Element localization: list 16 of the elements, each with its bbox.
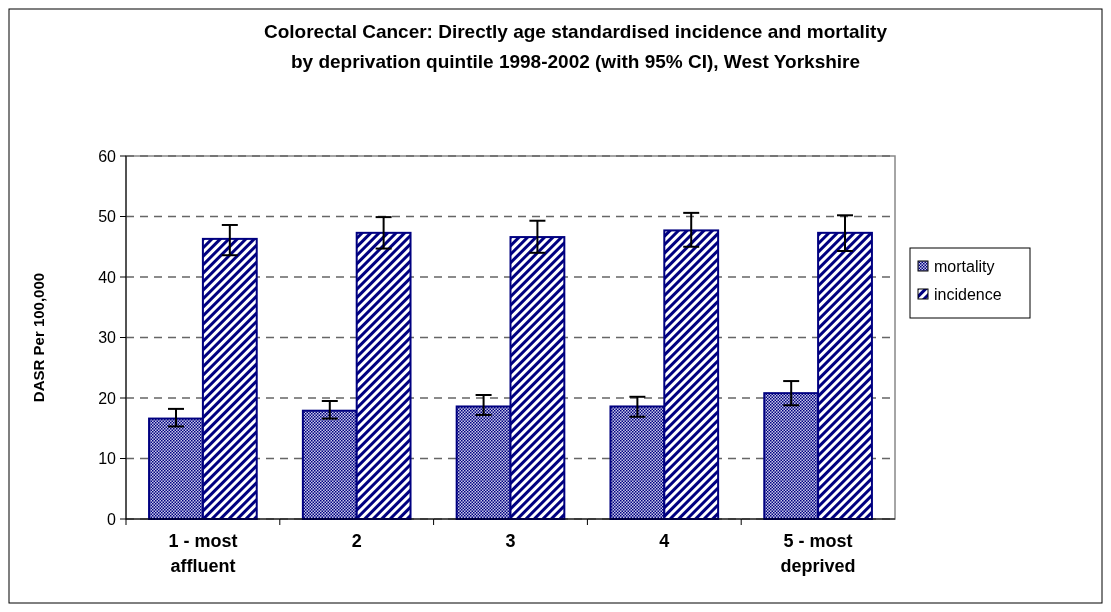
x-tick-label: 3 bbox=[505, 531, 516, 551]
x-tick-label: 2 bbox=[351, 531, 362, 551]
x-tick-label: 4 bbox=[659, 531, 670, 551]
y-tick-label: 60 bbox=[98, 147, 117, 165]
x-tick-label: 1 - most affluent bbox=[168, 531, 238, 576]
x-tick-label: 5 - most deprived bbox=[780, 531, 856, 576]
legend-label: mortality bbox=[934, 257, 995, 275]
y-tick-label: 20 bbox=[98, 389, 117, 407]
y-tick-label: 30 bbox=[98, 329, 117, 347]
y-tick-label: 10 bbox=[98, 450, 117, 468]
y-axis-title: DASR Per 100,000 bbox=[30, 272, 47, 403]
y-tick-label: 0 bbox=[107, 510, 117, 528]
legend-label: incidence bbox=[934, 285, 1002, 303]
chart-title: Colorectal Cancer: Directly age standardised incidence and mortality by deprivation quintile 1998-2002 (with 95% CI), West Yorkshire bbox=[264, 21, 888, 72]
y-tick-label: 50 bbox=[98, 208, 117, 226]
y-tick-label: 40 bbox=[98, 268, 117, 286]
